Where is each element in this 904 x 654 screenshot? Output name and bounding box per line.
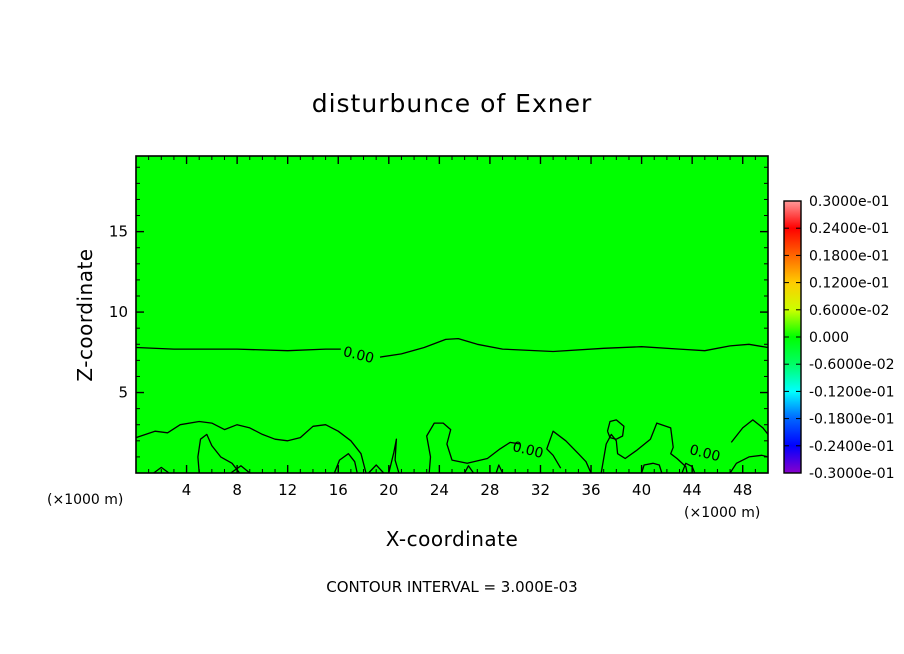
x-tick-label: 32 xyxy=(531,481,550,499)
contour-line-11 xyxy=(464,465,475,474)
colorbar-label: -0.6000e-02 xyxy=(809,357,895,373)
contour-line-16 xyxy=(681,462,696,474)
colorbar-label: -0.1800e-01 xyxy=(809,412,895,428)
contour-interval-text: CONTOUR INTERVAL = 3.000E-03 xyxy=(326,578,577,596)
x-axis-label: X-coordinate xyxy=(386,527,519,551)
contour-label-0: 0.00 xyxy=(341,344,375,367)
x-tick-label: 4 xyxy=(182,481,192,499)
colorbar-label: 0.2400e-01 xyxy=(809,221,889,237)
colorbar-label: 0.6000e-02 xyxy=(809,303,889,319)
contour-lines xyxy=(135,337,769,474)
contour-line-9 xyxy=(426,422,521,474)
colorbar-label: -0.3000e-01 xyxy=(809,466,895,482)
y-axis-label: Z-coordinate xyxy=(73,248,97,381)
contour-line-15 xyxy=(640,462,663,474)
colorbar-label: -0.2400e-01 xyxy=(809,439,895,455)
x-tick-label: 40 xyxy=(632,481,651,499)
plot-background xyxy=(136,156,768,473)
colorbar-label: 0.1800e-01 xyxy=(809,248,889,264)
colorbar-label: -0.1200e-01 xyxy=(809,384,895,400)
contour-label-group: 0.00 0.00 0.00 xyxy=(341,344,721,465)
contour-line-14 xyxy=(606,419,625,440)
x-tick-label: 16 xyxy=(329,481,348,499)
contour-line-0 xyxy=(135,346,341,352)
x-unit-label-right: (×1000 m) xyxy=(684,505,760,521)
contour-line-3 xyxy=(197,433,241,474)
x-tick-label: 28 xyxy=(480,481,499,499)
colorbar-label: 0.1200e-01 xyxy=(809,276,889,292)
contour-line-4 xyxy=(153,466,170,474)
x-axis-ticks: 4 8 12 16 20 24 28 32 36 40 44 48 xyxy=(148,156,756,499)
contour-line-18 xyxy=(729,454,769,474)
colorbar-labels: 0.3000e-01 0.2400e-01 0.1800e-01 0.1200e-01… xyxy=(809,194,895,482)
y-tick-label: 15 xyxy=(109,223,128,241)
x-tick-label: 44 xyxy=(683,481,702,499)
colorbar xyxy=(783,200,802,474)
contour-label-2: 0.00 xyxy=(688,442,722,465)
x-tick-label: 48 xyxy=(733,481,752,499)
contour-line-5 xyxy=(230,465,251,474)
contour-line-12 xyxy=(495,464,504,474)
colorbar-label: 0.000 xyxy=(809,330,849,346)
chart-title: disturbunce of Exner xyxy=(312,89,593,118)
y-axis-ticks: 5 10 15 xyxy=(109,166,768,458)
colorbar-label: 0.3000e-01 xyxy=(809,194,889,210)
contour-line-2 xyxy=(135,420,367,474)
contour-line-17 xyxy=(730,419,769,443)
y-tick-label: 10 xyxy=(109,303,128,321)
colorbar-gradient xyxy=(784,201,801,473)
x-tick-label: 12 xyxy=(278,481,297,499)
x-tick-label: 20 xyxy=(379,481,398,499)
contour-line-1 xyxy=(379,337,769,358)
x-tick-label: 36 xyxy=(581,481,600,499)
y-tick-label: 5 xyxy=(118,384,128,402)
contour-line-7 xyxy=(368,464,385,474)
contour-line-8 xyxy=(388,438,400,474)
x-tick-label: 8 xyxy=(232,481,242,499)
contour-line-10 xyxy=(546,430,592,474)
contour-line-6 xyxy=(333,453,358,474)
x-tick-label: 24 xyxy=(430,481,449,499)
contour-line-13 xyxy=(600,422,688,474)
contour-label-1: 0.00 xyxy=(511,439,545,462)
x-unit-label-left: (×1000 m) xyxy=(47,492,123,508)
